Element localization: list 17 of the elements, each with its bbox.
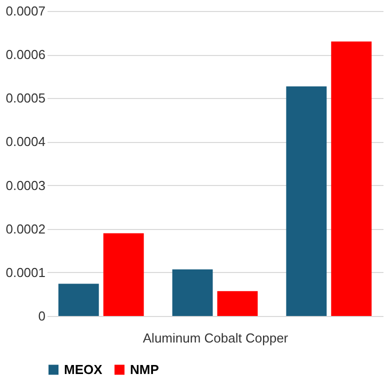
y-tick-label: 0.0006 — [6, 47, 46, 62]
y-tick-label: 0.0005 — [6, 90, 46, 106]
bar — [103, 233, 144, 316]
x-axis-title: Aluminum Cobalt Copper — [142, 330, 289, 346]
y-tick-label: 0.0004 — [6, 134, 46, 150]
legend-label: NMP — [130, 362, 160, 377]
y-tick-label: 0.0002 — [6, 221, 46, 236]
y-tick-label: 0.0001 — [6, 264, 46, 280]
y-tick-label: 0 — [38, 308, 46, 324]
y-tick-label: 0.0007 — [6, 4, 46, 18]
bar — [58, 284, 99, 316]
legend-label: MEOX — [64, 362, 103, 377]
bar — [331, 42, 372, 316]
bar — [172, 269, 213, 316]
bar — [217, 291, 258, 316]
bar — [286, 86, 327, 316]
y-tick-label: 0.0003 — [6, 178, 46, 193]
